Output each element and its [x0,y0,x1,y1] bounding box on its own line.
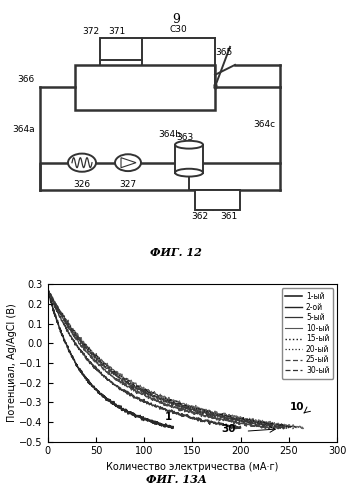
Text: 362: 362 [191,212,208,221]
Ellipse shape [68,154,96,172]
Bar [100,38,142,60]
Text: 326: 326 [73,180,91,189]
Text: 361: 361 [220,212,237,221]
Text: C30: C30 [170,25,188,34]
Ellipse shape [175,141,203,149]
Ellipse shape [175,169,203,177]
Y-axis label: Потенциал, Ag/AgCl (В): Потенциал, Ag/AgCl (В) [6,304,17,422]
Bar [75,65,215,110]
Text: 9: 9 [172,13,180,26]
Bar [175,145,203,173]
Text: 364b: 364b [158,130,181,139]
X-axis label: Количество электричества (мА·г): Количество электричества (мА·г) [106,462,279,472]
Text: 366: 366 [18,75,35,84]
Legend: 1-ый, 2-ой, 5-ый, 10-ый, 15-ый, 20-ый, 25-ый, 30-ый: 1-ый, 2-ой, 5-ый, 10-ый, 15-ый, 20-ый, 2… [282,288,333,379]
Text: 1: 1 [164,412,172,422]
Text: ФИГ. 13А: ФИГ. 13А [146,474,207,485]
Text: 372: 372 [82,27,99,36]
Text: 364a: 364a [12,125,35,134]
Text: 30: 30 [222,424,236,434]
Polygon shape [121,158,136,168]
Text: 10: 10 [289,402,304,412]
Text: 327: 327 [119,180,137,189]
Text: 365: 365 [215,48,232,57]
Text: ФИГ. 12: ФИГ. 12 [150,247,202,258]
Bar [195,190,240,210]
Text: 363: 363 [176,133,193,142]
Ellipse shape [115,154,141,171]
Text: 364c: 364c [253,120,275,129]
Text: 371: 371 [108,27,125,36]
